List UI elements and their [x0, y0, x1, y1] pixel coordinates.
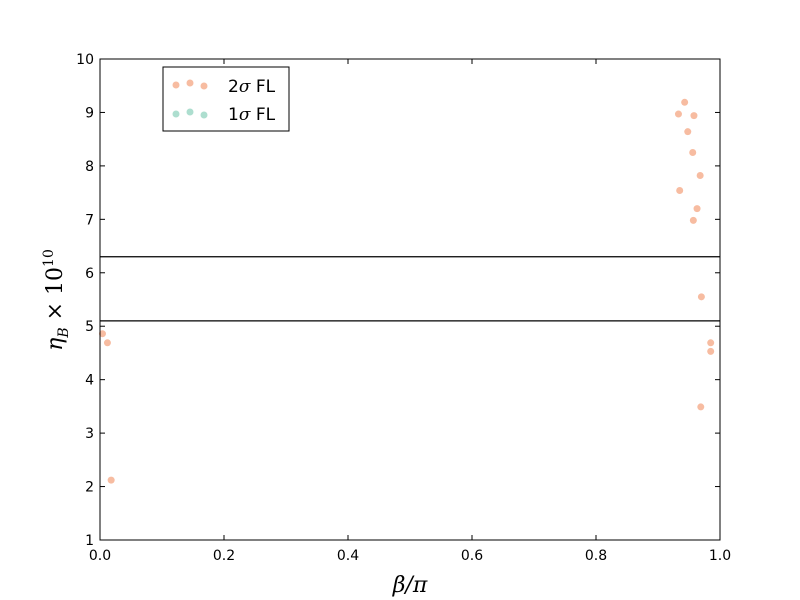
axis-ticks: 0.0 0.2 0.4 0.6 0.8 1.0 1 2 3 4 5 6 7 8 9 10 [76, 52, 731, 564]
y-tick-label: 3 [85, 426, 94, 442]
legend-marker-1sigma [172, 110, 180, 118]
data-point [103, 339, 111, 347]
data-point [689, 216, 697, 224]
y-tick-label: 8 [85, 159, 94, 175]
legend-label-2sigma: 2σ FL [228, 77, 276, 97]
y-tick-label: 7 [85, 212, 94, 228]
y-label-times: × 10 [43, 267, 68, 327]
legend-marker-2sigma [186, 79, 194, 87]
y-tick-label: 10 [76, 52, 94, 68]
y-tick-label: 9 [85, 105, 94, 121]
data-point [693, 205, 701, 213]
x-tick-label: 1.0 [709, 548, 731, 564]
data-point [107, 476, 115, 484]
data-point [697, 293, 705, 301]
data-point [707, 347, 715, 355]
legend-marker-1sigma [186, 108, 194, 116]
legend-marker-1sigma [200, 111, 208, 119]
x-tick-label: 0.6 [461, 548, 483, 564]
x-tick-label: 0.0 [89, 548, 111, 564]
data-point [98, 330, 106, 338]
data-point [707, 339, 715, 347]
y-tick-label: 6 [85, 266, 94, 282]
data-point [674, 110, 682, 118]
data-point [696, 172, 704, 180]
x-axis-label: β/π [392, 573, 428, 598]
y-tick-label: 5 [85, 319, 94, 335]
y-label-eta: η [43, 338, 68, 351]
plot-frame [99, 58, 721, 541]
data-point [681, 98, 689, 106]
data-point [690, 112, 698, 120]
y-label-exponent: 10 [41, 249, 57, 267]
y-axis-label: ηB × 1010 [41, 249, 72, 351]
plot-area [98, 58, 721, 541]
data-point [676, 186, 684, 194]
legend-marker-2sigma [200, 82, 208, 90]
data-point [697, 403, 705, 411]
y-tick-label: 1 [85, 533, 94, 549]
data-point [689, 149, 697, 157]
data-point [684, 128, 692, 136]
x-tick-label: 0.8 [585, 548, 607, 564]
legend-marker-2sigma [172, 81, 180, 89]
x-tick-label: 0.4 [337, 548, 359, 564]
y-tick-label: 2 [85, 480, 94, 496]
legend-box [162, 66, 290, 132]
x-tick-label: 0.2 [213, 548, 235, 564]
legend-label-1sigma: 1σ FL [228, 105, 276, 125]
y-label-subscript: B [56, 327, 72, 338]
legend: 2σ FL 1σ FL [162, 66, 290, 132]
y-tick-label: 4 [85, 373, 94, 389]
